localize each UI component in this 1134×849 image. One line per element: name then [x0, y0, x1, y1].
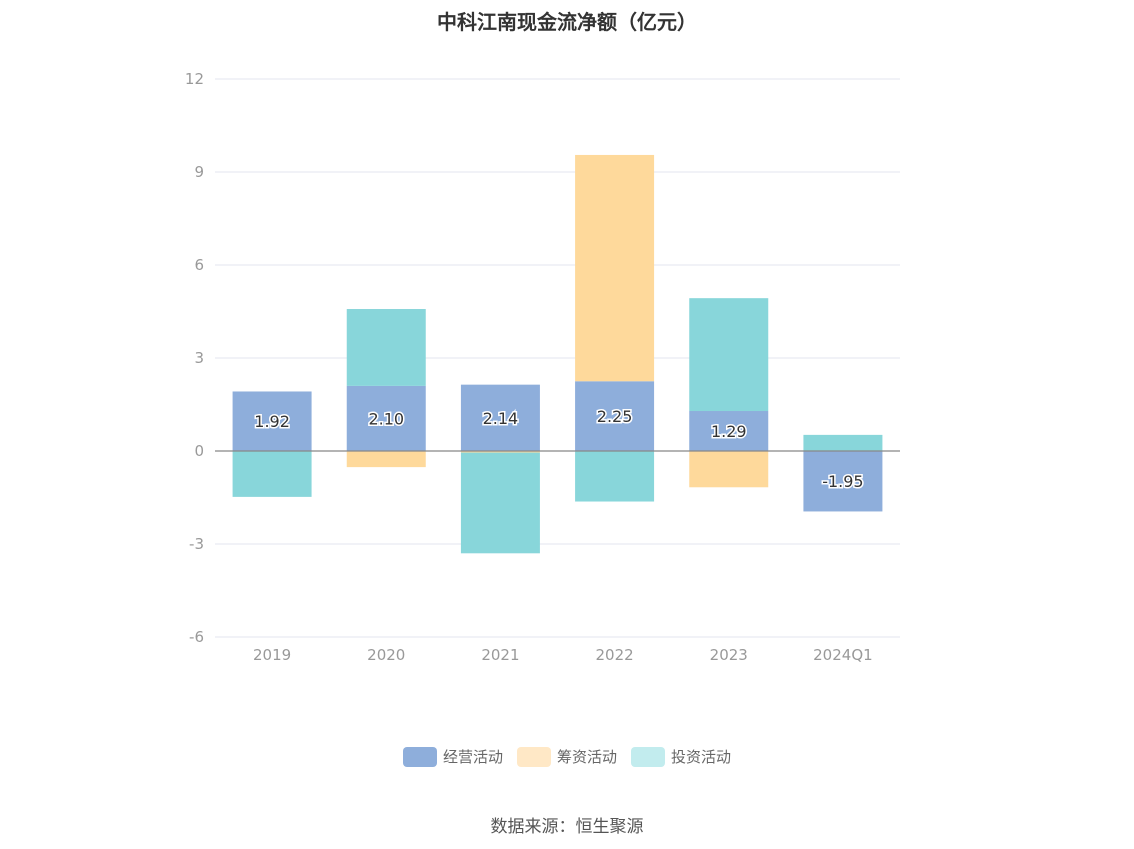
legend-label-investing: 投资活动 [671, 748, 732, 766]
bar-operating [460, 384, 540, 451]
data-source-note: 数据来源：恒生聚源 [490, 817, 644, 837]
y-tick-label: 9 [194, 163, 204, 181]
data-label-operating: 2.14 [483, 409, 519, 428]
data-label-operating: -1.95 [822, 472, 863, 491]
bar-financing [460, 451, 540, 453]
legend-item-operating[interactable]: 经营活动 [402, 746, 503, 767]
data-label-operating: 2.25 [597, 407, 633, 426]
bar-financing [346, 451, 426, 468]
legend-label-financing: 筹资活动 [556, 748, 617, 766]
bar-investing [689, 298, 769, 412]
bar-operating [689, 411, 769, 451]
legend-swatch-financing [516, 746, 551, 767]
chart-title: 中科江南现金流净额（亿元） [437, 10, 697, 34]
y-tick-label: -3 [189, 535, 204, 553]
x-tick-label: 2019 [253, 646, 291, 664]
bar-operating [232, 391, 312, 451]
y-tick-label: 6 [194, 256, 204, 274]
x-tick-label: 2022 [595, 646, 633, 664]
bar-investing [460, 452, 540, 554]
legend-item-investing[interactable]: 投资活动 [631, 746, 731, 767]
legend-item-financing[interactable]: 筹资活动 [516, 746, 617, 767]
bar-investing [575, 451, 655, 502]
bar-investing [803, 434, 883, 451]
bar-operating [575, 381, 655, 451]
legend-swatch-investing [631, 746, 665, 767]
x-tick-label: 2023 [710, 646, 748, 664]
data-label-operating: 1.92 [254, 412, 290, 431]
bar-operating [803, 451, 883, 512]
bar-investing [346, 309, 426, 386]
x-tick-label: 2020 [367, 646, 405, 664]
legend-swatch-operating [402, 746, 437, 767]
bar-financing [575, 154, 655, 382]
legend-label-operating: 经营活动 [442, 748, 503, 766]
x-tick-label: 2021 [481, 646, 519, 664]
data-label-operating: 2.10 [368, 409, 404, 428]
bar-financing [689, 451, 769, 488]
chart-legend: 经营活动 筹资活动 投资活动 [0, 746, 1134, 767]
bar-operating [346, 385, 426, 451]
y-tick-label: 3 [194, 349, 204, 367]
bar-investing [232, 451, 312, 497]
y-tick-label: -6 [189, 628, 204, 646]
x-tick-label: 2024Q1 [813, 646, 873, 664]
y-tick-label: 12 [185, 70, 204, 88]
y-tick-label: 0 [194, 442, 204, 460]
data-label-operating: 1.29 [711, 422, 747, 441]
